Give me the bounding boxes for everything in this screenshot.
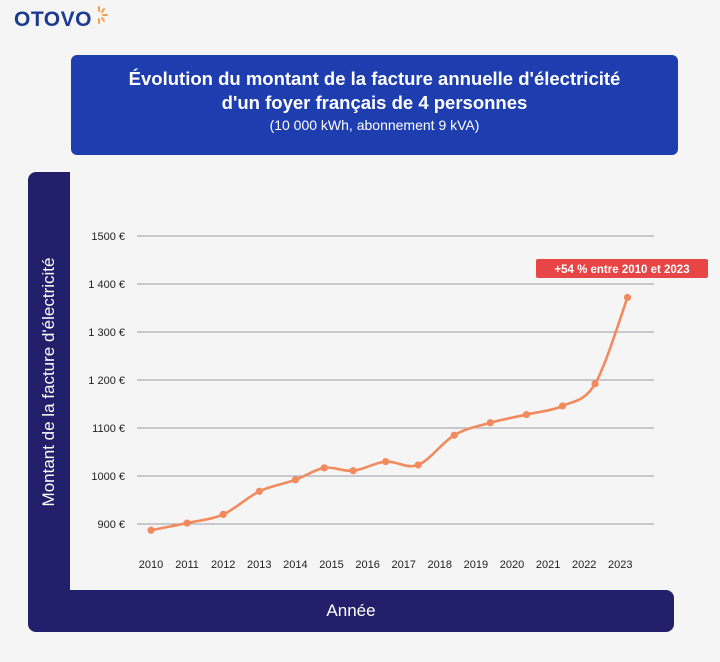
data-point	[623, 293, 632, 302]
y-tick-label: 1000 €	[91, 471, 125, 483]
chart-title-line2: d'un foyer français de 4 personnes	[221, 92, 528, 113]
data-point	[450, 431, 458, 439]
x-tick-label: 2021	[536, 559, 560, 571]
x-tick-labels: 2010 2011 2012 2013 2014 2015 2016 2017 2018 2019…	[139, 559, 633, 571]
otovo-logo: OTOVO	[14, 6, 109, 32]
annotation-text: +54 % entre 2010 et 2023	[554, 264, 689, 276]
data-point	[382, 458, 390, 466]
x-tick-label: 2010	[139, 559, 163, 571]
data-point	[291, 476, 299, 484]
y-tick-labels: 900 € 1000 € 1100 € 1 200 € 1 300 € 1 400 € 15…	[88, 231, 125, 531]
data-point	[147, 526, 155, 534]
x-tick-label: 2011	[175, 559, 199, 571]
data-point	[558, 402, 567, 410]
sun-icon	[97, 6, 108, 24]
data-point	[255, 487, 263, 495]
x-tick-label: 2022	[572, 559, 596, 571]
data-point	[414, 461, 422, 469]
chart-subtitle: (10 000 kWh, abonnement 9 kVA)	[269, 117, 480, 133]
chart-title-box: Évolution du montant de la facture annue…	[71, 55, 678, 155]
x-tick-label: 2013	[247, 559, 271, 571]
data-point	[320, 464, 328, 472]
data-point	[183, 519, 191, 527]
data-point	[486, 419, 494, 427]
data-point	[522, 410, 531, 419]
y-tick-label: 1 400 €	[88, 279, 125, 291]
y-tick-label: 1100 €	[92, 423, 125, 435]
data-point	[219, 510, 227, 518]
x-tick-label: 2019	[464, 559, 488, 571]
x-tick-label: 2017	[391, 559, 415, 571]
x-tick-label: 2023	[608, 559, 632, 571]
x-tick-label: 2012	[211, 559, 235, 571]
annotation-badge: +54 % entre 2010 et 2023	[536, 259, 708, 278]
x-tick-label: 2016	[355, 559, 379, 571]
brand-name: OTOVO	[14, 8, 92, 31]
x-axis-frame	[28, 590, 674, 632]
y-tick-label: 1 200 €	[88, 375, 125, 387]
series-points	[147, 293, 632, 534]
y-tick-label: 1 300 €	[88, 327, 125, 339]
data-point	[591, 380, 599, 388]
data-point	[349, 467, 357, 475]
chart-title-line1: Évolution du montant de la facture annue…	[128, 68, 621, 89]
y-tick-label: 900 €	[97, 519, 125, 531]
x-tick-label: 2015	[319, 559, 343, 571]
x-tick-label: 2018	[428, 559, 452, 571]
y-axis-frame	[28, 172, 70, 630]
x-tick-label: 2014	[283, 559, 307, 571]
chart-grid	[137, 235, 654, 525]
x-tick-label: 2020	[500, 559, 524, 571]
y-tick-label: 1500 €	[91, 231, 125, 243]
annotation-background	[536, 259, 708, 278]
x-axis-label: Année	[326, 601, 376, 620]
